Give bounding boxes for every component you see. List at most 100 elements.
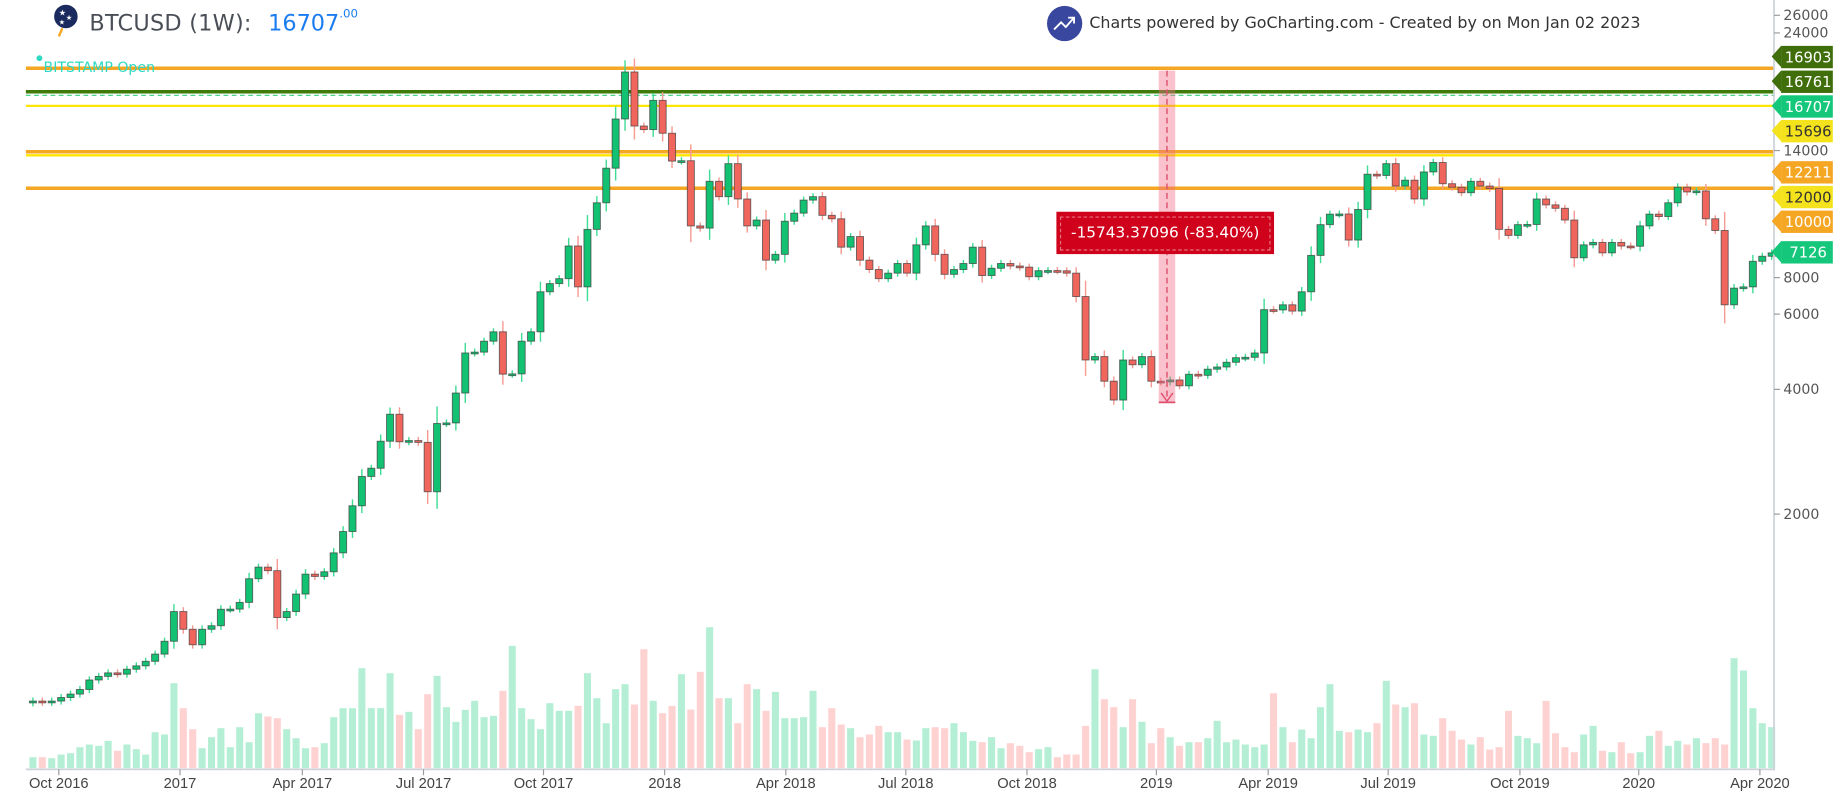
volume-bar xyxy=(142,754,150,769)
volume-bar xyxy=(1298,729,1306,769)
volume-bar xyxy=(433,675,441,769)
candle-body xyxy=(1316,224,1325,256)
candle-body xyxy=(357,475,366,507)
volume-bar xyxy=(1091,669,1099,769)
volume-bar xyxy=(292,738,300,769)
price-level-label[interactable]: 16761 xyxy=(1771,69,1833,93)
candle-body xyxy=(1513,224,1522,236)
volume-bar xyxy=(1326,684,1334,769)
volume-bar xyxy=(978,742,986,769)
candle-body xyxy=(583,228,592,288)
volume-bar xyxy=(922,728,930,769)
candle-body xyxy=(602,167,611,204)
volume-bar xyxy=(1457,739,1466,769)
candle-body xyxy=(310,573,319,577)
measure-label[interactable]: -15743.37096 (-83.40%) xyxy=(1056,211,1275,255)
candle-body xyxy=(282,611,291,619)
volume-bar xyxy=(132,749,140,769)
series-label[interactable]: BITSTAMP Open xyxy=(43,58,156,76)
volume-bar xyxy=(1063,754,1071,769)
candle-body xyxy=(1739,286,1748,290)
volume-bar xyxy=(1749,708,1757,769)
candle-body xyxy=(621,71,630,120)
candle-body xyxy=(949,269,958,275)
x-tick-label: 2017 xyxy=(164,776,197,792)
candle-body xyxy=(771,253,780,261)
candle-body xyxy=(1523,223,1532,227)
volume-bar xyxy=(1204,738,1212,769)
trending-up-icon[interactable] xyxy=(1046,5,1083,42)
volume-bar xyxy=(1495,747,1503,769)
candle-body xyxy=(1645,213,1654,227)
candle-body xyxy=(75,689,84,695)
volume-bar xyxy=(677,674,685,769)
last-price-main: 16707 xyxy=(268,10,340,37)
candle-body xyxy=(1607,241,1616,254)
volume-bar xyxy=(1100,699,1108,769)
volume-bar xyxy=(480,717,488,769)
candle-body xyxy=(705,180,714,229)
price-level-label[interactable]: 12211 xyxy=(1771,160,1833,183)
candle-body xyxy=(517,340,526,375)
volume-bar xyxy=(1486,749,1494,769)
volume-bar xyxy=(1072,754,1080,769)
volume-bar xyxy=(771,691,779,769)
price-level-label[interactable]: 15696 xyxy=(1771,119,1833,142)
volume-bar xyxy=(546,703,554,769)
candle-body xyxy=(1748,260,1757,288)
candle-body xyxy=(1551,204,1560,209)
volume-bar xyxy=(612,689,620,769)
volume-bar xyxy=(724,698,732,769)
candle-body xyxy=(1222,361,1231,368)
candle-body xyxy=(151,653,160,662)
volume-bar xyxy=(395,714,404,769)
volume-bar xyxy=(179,708,187,769)
candle-body xyxy=(47,700,56,704)
candle-body xyxy=(527,331,536,342)
x-tick-label: Oct 2018 xyxy=(997,776,1057,792)
candle-body xyxy=(1231,357,1240,363)
volume-bar xyxy=(1664,745,1672,769)
volume-bar xyxy=(1232,739,1240,769)
candle-body xyxy=(1570,219,1579,259)
volume-bar xyxy=(659,713,667,769)
price-level-label[interactable]: 16903 xyxy=(1771,45,1833,68)
candle-body xyxy=(348,505,357,532)
candle-body xyxy=(996,263,1005,269)
volume-bar xyxy=(1439,718,1447,769)
volume-bar xyxy=(1401,707,1409,769)
candle-body xyxy=(1457,186,1466,194)
volume-bar xyxy=(207,737,216,769)
volume-bar xyxy=(424,694,432,769)
candle-body xyxy=(198,628,207,646)
x-tick-label: Oct 2019 xyxy=(1490,776,1550,792)
volume-bar xyxy=(565,710,573,769)
candle-body xyxy=(188,628,197,646)
candle-body xyxy=(94,675,103,681)
x-tick-label: 2020 xyxy=(1622,776,1655,792)
candle-body xyxy=(498,331,507,375)
volume-bar xyxy=(461,709,469,769)
candle-body xyxy=(1560,207,1569,221)
volume-bar xyxy=(1561,747,1569,769)
price-level-label[interactable]: 12000 xyxy=(1771,185,1833,208)
volume-bar xyxy=(1730,658,1738,769)
volume-bar xyxy=(1476,737,1484,769)
volume-bar xyxy=(818,727,826,769)
candle-body xyxy=(489,331,498,342)
price-level-label[interactable]: 10000 xyxy=(1771,209,1833,233)
price-level-label[interactable]: 7126 xyxy=(1771,240,1833,263)
y-tick-label: 26000 xyxy=(1783,8,1828,24)
candle-body xyxy=(1175,379,1184,387)
volume-bar xyxy=(311,747,319,769)
candle-body xyxy=(574,245,583,288)
candle-body xyxy=(169,611,178,642)
volume-bar xyxy=(1363,732,1372,769)
candle-body xyxy=(320,571,329,577)
price-level-label[interactable]: 16707 xyxy=(1771,94,1833,118)
volume-bar xyxy=(236,727,244,769)
candle-body xyxy=(1297,291,1306,312)
volume-bar xyxy=(1420,734,1428,769)
